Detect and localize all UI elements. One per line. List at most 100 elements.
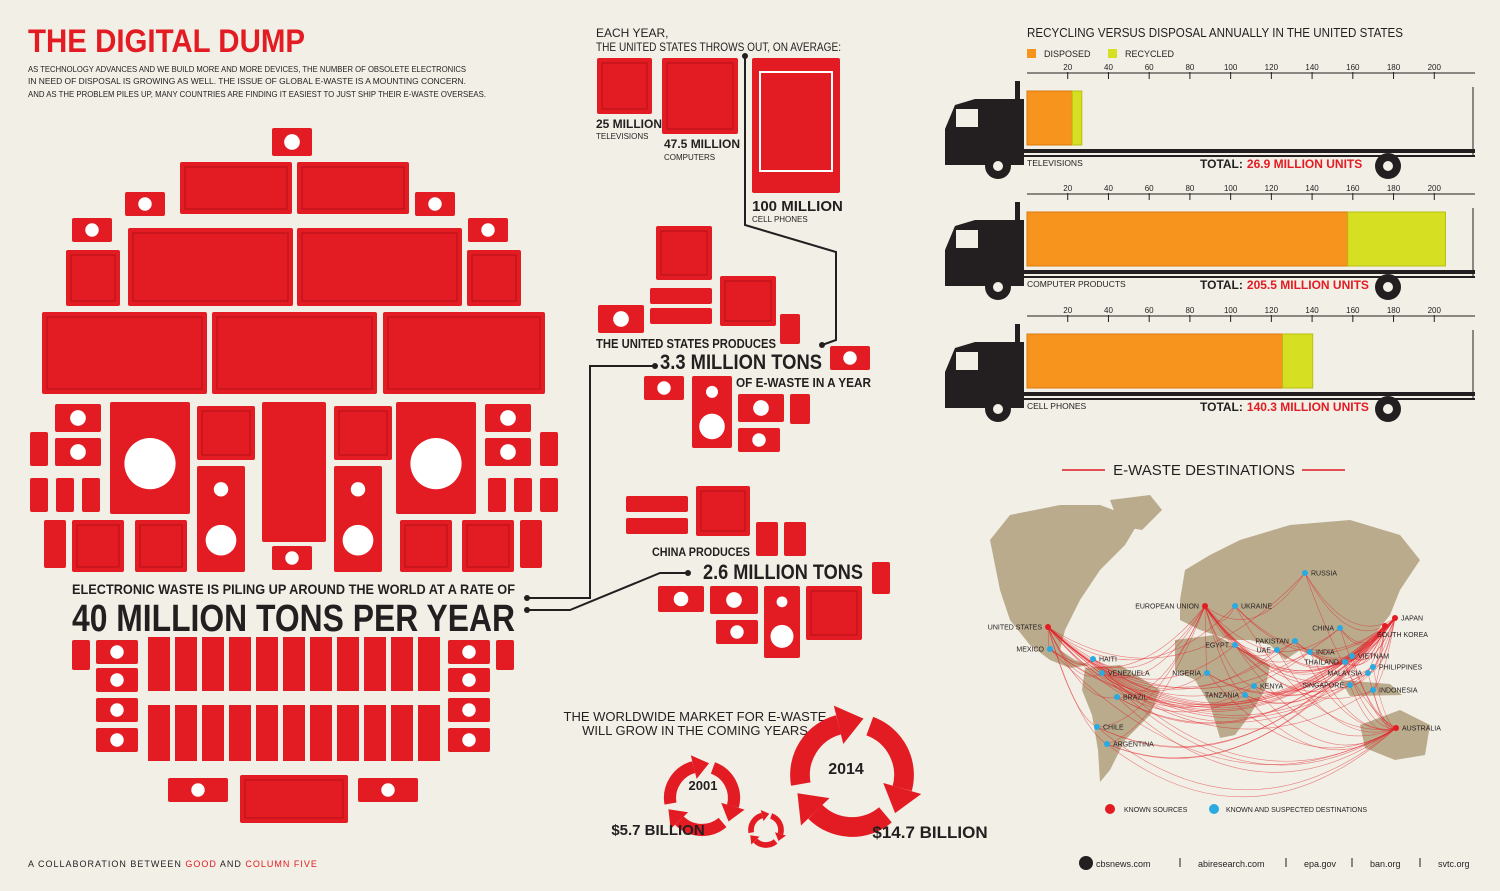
device-detail xyxy=(338,410,388,456)
x-tick-label: 20 xyxy=(1063,63,1072,72)
legend-label: RECYCLED xyxy=(1125,49,1175,59)
wheel-hub xyxy=(1383,404,1393,414)
legend-dot xyxy=(1105,804,1115,814)
continent xyxy=(990,505,1140,668)
legend-dot xyxy=(1209,804,1219,814)
china-produces: CHINA PRODUCES xyxy=(652,545,750,559)
recycle-arrow xyxy=(865,716,914,792)
device-detail xyxy=(700,490,746,532)
credit: A COLLABORATION BETWEEN GOOD AND COLUMN … xyxy=(28,859,318,869)
us-throws-intro: EACH YEAR, xyxy=(596,26,668,40)
device-detail xyxy=(462,673,476,687)
route xyxy=(1204,605,1255,687)
place-dot xyxy=(1045,624,1051,630)
place-label: INDONESIA xyxy=(1379,688,1418,695)
device-detail xyxy=(301,166,405,210)
category-label: COMPUTER PRODUCTS xyxy=(1027,279,1126,289)
recycle-arrow-head xyxy=(668,809,689,830)
place-label: UAE xyxy=(1257,648,1272,655)
device-detail xyxy=(70,410,86,426)
device-detail xyxy=(138,197,152,211)
place-dot xyxy=(1302,570,1308,576)
route xyxy=(1047,626,1374,730)
route xyxy=(1096,625,1386,748)
device-detail xyxy=(752,433,766,447)
server-rack xyxy=(391,705,413,761)
legend-label: KNOWN AND SUSPECTED DESTINATIONS xyxy=(1226,807,1367,814)
route xyxy=(1101,625,1386,712)
route xyxy=(1339,627,1397,729)
route xyxy=(1047,605,1236,661)
route xyxy=(1204,572,1306,620)
place-dot xyxy=(1202,603,1208,609)
device-detail xyxy=(462,645,476,659)
place-label: UKRAINE xyxy=(1241,604,1272,611)
x-tick-label: 120 xyxy=(1265,63,1279,72)
route xyxy=(1351,625,1386,661)
truck-exhaust xyxy=(1015,202,1020,232)
market-year: 2001 xyxy=(689,778,718,793)
device-icon xyxy=(806,586,862,640)
device-detail xyxy=(46,316,203,390)
device-detail xyxy=(244,779,344,819)
server-rack xyxy=(283,637,305,691)
device-detail xyxy=(673,591,689,607)
device-icon xyxy=(514,478,532,512)
credit-partner: GOOD xyxy=(185,859,217,869)
x-tick-label: 140 xyxy=(1305,63,1319,72)
server-rack xyxy=(418,705,440,761)
device-detail xyxy=(350,482,366,497)
place-dot xyxy=(1365,670,1371,676)
route xyxy=(1276,649,1397,733)
market-year: 2014 xyxy=(828,761,864,778)
recycle-arrow-head xyxy=(797,793,830,826)
intro-line: IN NEED OF DISPOSAL IS GROWING AS WELL. … xyxy=(28,76,466,86)
device-icon xyxy=(626,518,688,534)
connector-dot xyxy=(685,570,691,576)
us-throws-intro: THE UNITED STATES THROWS OUT, ON AVERAGE… xyxy=(596,40,841,54)
place-dot xyxy=(1099,670,1105,676)
x-tick-label: 60 xyxy=(1145,306,1154,315)
trailer-bed xyxy=(1024,276,1475,278)
device-detail xyxy=(342,524,374,556)
place-dot xyxy=(1342,659,1348,665)
route xyxy=(1047,626,1108,745)
device-detail xyxy=(810,590,858,636)
device-icon xyxy=(42,312,207,394)
server-rack xyxy=(256,637,278,691)
x-tick-label: 60 xyxy=(1145,184,1154,193)
item-amount: 25 MILLION xyxy=(596,117,662,131)
place-label: VIETNAM xyxy=(1358,654,1389,661)
device-detail xyxy=(201,410,251,456)
x-tick-label: 200 xyxy=(1428,63,1442,72)
route xyxy=(1344,661,1397,729)
server-rack xyxy=(418,637,440,691)
place-dot xyxy=(1370,664,1376,670)
total-prefix: TOTAL: xyxy=(1200,400,1243,414)
device-detail xyxy=(381,783,395,797)
device-icon xyxy=(212,312,377,394)
place-label: BRAZIL xyxy=(1123,695,1148,702)
route xyxy=(1047,626,1255,708)
route xyxy=(1349,684,1397,732)
legend-swatch xyxy=(1108,49,1117,58)
device-icon xyxy=(650,288,712,304)
truck-exhaust xyxy=(1015,81,1020,111)
credit-text: AND xyxy=(217,859,246,869)
total: TOTAL: 26.9 MILLION UNITS xyxy=(1200,157,1362,171)
device-icon xyxy=(56,478,74,512)
wheel-hub xyxy=(993,282,1003,292)
device-detail xyxy=(462,703,476,717)
device-detail xyxy=(776,596,788,608)
place-label: UNITED STATES xyxy=(988,625,1043,632)
device-icon xyxy=(488,478,506,512)
market-text: THE WORLDWIDE MARKET FOR E-WASTE xyxy=(564,709,827,724)
place-label: CHINA xyxy=(1312,626,1334,633)
place-dot xyxy=(1090,656,1096,662)
connector xyxy=(527,572,688,611)
recycle-arrow xyxy=(769,813,784,835)
device-detail xyxy=(666,62,734,130)
x-tick-label: 100 xyxy=(1224,63,1238,72)
bar-segment xyxy=(1026,333,1284,389)
device-detail xyxy=(110,733,124,747)
